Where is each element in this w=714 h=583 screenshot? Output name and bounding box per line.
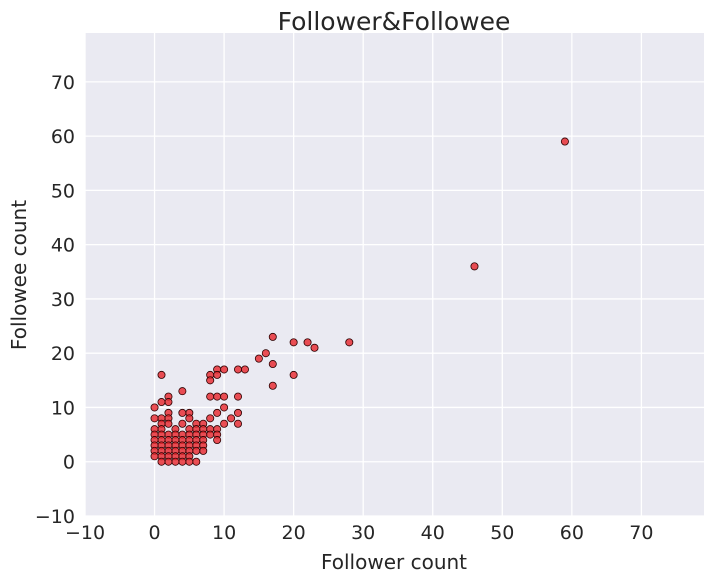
scatter-point (289, 370, 298, 379)
scatter-point (185, 457, 194, 466)
scatter-point (178, 419, 187, 428)
scatter-point (185, 414, 194, 423)
scatter-point (234, 365, 243, 374)
y-tick-labels: −10 0 10 20 30 40 50 60 70 (35, 72, 75, 528)
y-axis-label: Followee count (7, 200, 31, 350)
x-tick-label: 10 (212, 522, 236, 544)
scatter-point (227, 414, 236, 423)
y-tick-label: 40 (51, 235, 75, 257)
y-tick-label: −10 (35, 506, 75, 528)
scatter-point (157, 457, 166, 466)
scatter-point (213, 370, 222, 379)
scatter-point (206, 430, 215, 439)
scatter-point (157, 398, 166, 407)
chart-title: Follower&Followee (278, 7, 511, 36)
scatter-point (213, 408, 222, 417)
scatter-point (268, 360, 277, 369)
scatter-point (289, 338, 298, 347)
scatter-point (178, 457, 187, 466)
scatter-point (206, 414, 215, 423)
y-tick-label: 0 (63, 452, 75, 474)
data-points (150, 137, 569, 466)
scatter-point (150, 414, 159, 423)
x-tick-label: −10 (65, 522, 105, 544)
scatter-point (345, 338, 354, 347)
x-tick-label: 30 (351, 522, 375, 544)
scatter-point (150, 403, 159, 412)
scatter-point (268, 381, 277, 390)
scatter-point (171, 457, 180, 466)
scatter-point (234, 392, 243, 401)
x-tick-label: 40 (421, 522, 445, 544)
scatter-point (560, 137, 569, 146)
scatter-point (164, 457, 173, 466)
x-tick-label: 0 (149, 522, 161, 544)
scatter-point (164, 398, 173, 407)
y-tick-label: 30 (51, 289, 75, 311)
y-tick-label: 60 (51, 126, 75, 148)
scatter-point (150, 452, 159, 461)
scatter-point (206, 376, 215, 385)
scatter-point (192, 446, 201, 455)
scatter-point (261, 349, 270, 358)
y-tick-label: 50 (51, 180, 75, 202)
scatter-point (213, 436, 222, 445)
scatter-point (268, 332, 277, 341)
scatter-point (254, 354, 263, 363)
y-tick-label: 20 (51, 343, 75, 365)
scatter-point (234, 419, 243, 428)
scatter-point (220, 419, 229, 428)
scatter-point (310, 343, 319, 352)
scatter-point (164, 419, 173, 428)
scatter-point (178, 387, 187, 396)
scatter-point (192, 457, 201, 466)
y-tick-label: 10 (51, 397, 75, 419)
scatter-point (234, 408, 243, 417)
scatter-point (213, 392, 222, 401)
scatter-point (157, 370, 166, 379)
scatter-point (220, 392, 229, 401)
y-tick-label: 70 (51, 72, 75, 94)
x-tick-label: 20 (282, 522, 306, 544)
scatter-point (470, 262, 479, 271)
x-tick-label: 50 (490, 522, 514, 544)
scatter-point (178, 408, 187, 417)
x-tick-label: 60 (560, 522, 584, 544)
scatter-point (220, 403, 229, 412)
scatter-point (199, 446, 208, 455)
scatter-point (206, 392, 215, 401)
x-tick-label: 70 (629, 522, 653, 544)
scatter-point (240, 365, 249, 374)
grid-lines (84, 33, 704, 517)
scatter-point (220, 365, 229, 374)
scatter-point (303, 338, 312, 347)
x-axis-label: Follower count (321, 550, 467, 574)
x-tick-labels: −10 0 10 20 30 40 50 60 70 (65, 522, 654, 544)
